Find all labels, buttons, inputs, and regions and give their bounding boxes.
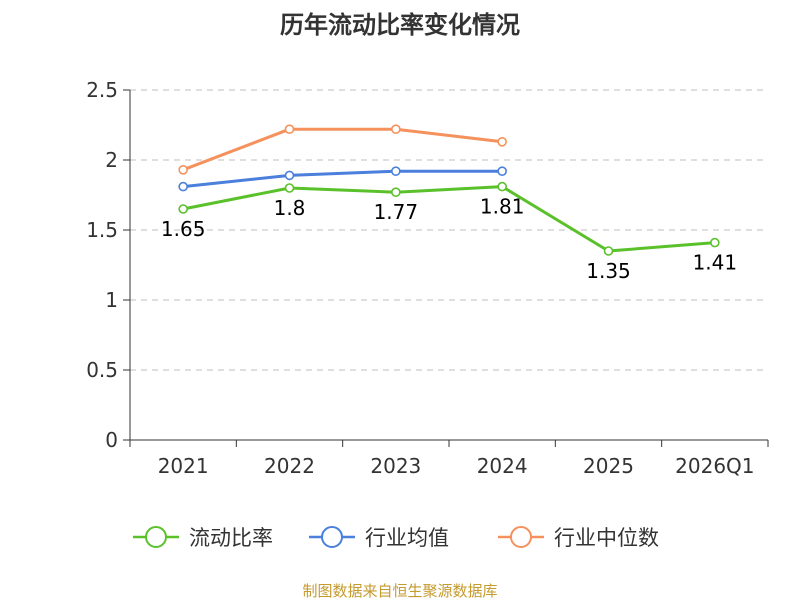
data-label: 1.77 xyxy=(374,200,419,224)
y-tick-label: 2.5 xyxy=(86,78,118,102)
legend-swatch-marker xyxy=(145,526,167,548)
data-label: 1.81 xyxy=(480,195,525,219)
series-line-2 xyxy=(183,169,503,189)
data-label: 1.41 xyxy=(693,251,738,275)
data-point[interactable] xyxy=(284,170,295,181)
x-tick-label: 2023 xyxy=(370,454,421,478)
y-tick-label: 1.5 xyxy=(86,218,118,242)
data-point[interactable] xyxy=(178,165,188,175)
data-label: 1.65 xyxy=(161,217,206,241)
data-point[interactable] xyxy=(391,187,401,197)
data-point[interactable] xyxy=(178,181,188,192)
chart-title: 历年流动比率变化情况 xyxy=(280,11,520,39)
x-tick-label: 2024 xyxy=(477,454,528,478)
data-point[interactable] xyxy=(710,237,720,248)
legend-label: 流动比率 xyxy=(189,526,273,550)
data-point[interactable] xyxy=(284,124,295,134)
y-tick-label: 1 xyxy=(105,288,118,312)
data-point[interactable] xyxy=(497,181,507,192)
x-tick-label: 2022 xyxy=(264,454,315,478)
legend-label: 行业均值 xyxy=(365,526,449,550)
legend-item-3[interactable]: 行业中位数 xyxy=(498,526,659,550)
legend[interactable]: 流动比率 行业均值 行业中位数 xyxy=(133,526,659,550)
y-tick-label: 2 xyxy=(105,148,118,172)
series-line-3 xyxy=(182,127,503,172)
axes: 0 0.5 1 1.5 2 2.5 2021 2022 2023 2024 2025 2026Q1 xyxy=(86,78,769,478)
data-point[interactable] xyxy=(178,204,188,214)
data-point[interactable] xyxy=(497,137,507,147)
data-point[interactable] xyxy=(391,166,401,176)
data-point[interactable] xyxy=(284,183,295,193)
y-tick-label: 0 xyxy=(105,428,118,452)
legend-item-1[interactable]: 流动比率 xyxy=(133,526,273,550)
series-line-1 xyxy=(182,185,715,253)
legend-label: 行业中位数 xyxy=(554,526,659,550)
series-layer xyxy=(178,124,720,256)
x-tick-label: 2021 xyxy=(158,454,209,478)
data-point[interactable] xyxy=(391,124,401,134)
data-label: 1.35 xyxy=(586,259,631,283)
legend-swatch-marker xyxy=(510,526,532,548)
legend-swatch-marker xyxy=(321,526,343,548)
data-labels: 1.65 1.8 1.77 1.81 1.35 1.41 xyxy=(161,195,737,283)
grid xyxy=(130,89,768,371)
data-point[interactable] xyxy=(497,166,507,176)
source-note: 制图数据来自恒生聚源数据库 xyxy=(302,582,497,600)
data-point[interactable] xyxy=(603,246,614,256)
y-tick-label: 0.5 xyxy=(86,358,118,382)
x-tick-label: 2025 xyxy=(583,454,634,478)
legend-item-2[interactable]: 行业均值 xyxy=(309,526,449,550)
x-tick-label: 2026Q1 xyxy=(675,454,754,478)
data-label: 1.8 xyxy=(274,196,306,220)
